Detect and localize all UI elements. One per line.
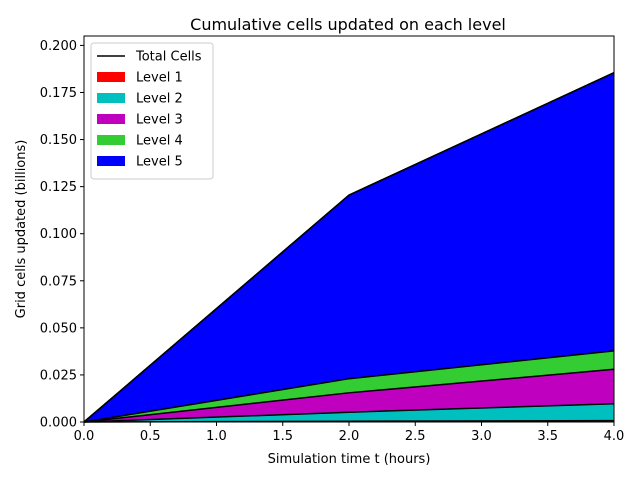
x-tick-label: 2.5 <box>405 429 426 444</box>
area-level-3 <box>84 369 614 422</box>
legend-swatch-level-2 <box>97 93 125 103</box>
chart-title: Cumulative cells updated on each level <box>190 15 506 34</box>
y-tick-label: 0.200 <box>40 39 77 54</box>
boundary-line-level-4 <box>83 350 615 423</box>
legend-swatch-level-3 <box>97 114 125 124</box>
x-tick-label: 0.0 <box>74 429 95 444</box>
y-axis: 0.000 0.025 0.050 0.075 0.100 0.125 0.150 0.175… <box>40 39 84 431</box>
y-tick-label: 0.050 <box>40 321 77 336</box>
x-tick-label: 1.5 <box>272 429 293 444</box>
area-level-4 <box>84 350 614 422</box>
legend-swatch-level-4 <box>97 135 125 145</box>
area-level-5 <box>84 72 614 422</box>
x-tick-label: 1.0 <box>206 429 227 444</box>
legend: Total Cells Level 1 Level 2 Level 3 Level 4 L… <box>90 42 214 180</box>
y-tick-label: 0.175 <box>40 86 77 101</box>
legend-swatch-level-1 <box>97 72 125 82</box>
legend-label-level-4: Level 4 <box>136 134 183 149</box>
x-axis-label: Simulation time t (hours) <box>268 452 431 467</box>
x-tick-label: 2.0 <box>339 429 360 444</box>
legend-label-level-2: Level 2 <box>136 92 183 107</box>
boundary-line-level-3 <box>83 368 615 423</box>
boundary-line-level-2 <box>83 402 615 423</box>
legend-label-total-cells: Total Cells <box>135 50 202 65</box>
y-tick-label: 0.125 <box>40 180 77 195</box>
boundary-lines <box>83 72 615 423</box>
y-tick-label: 0.100 <box>40 227 77 242</box>
x-tick-label: 4.0 <box>604 429 625 444</box>
total-cells-line <box>83 72 615 423</box>
x-axis: 0.0 0.5 1.0 1.5 2.0 2.5 3.0 3.5 4.0 <box>74 422 625 444</box>
legend-swatch-level-5 <box>97 156 125 166</box>
y-tick-label: 0.150 <box>40 133 77 148</box>
y-tick-label: 0.025 <box>40 368 77 383</box>
legend-label-level-3: Level 3 <box>136 113 183 128</box>
x-tick-label: 0.5 <box>140 429 161 444</box>
x-tick-label: 3.0 <box>471 429 492 444</box>
x-tick-label: 3.5 <box>537 429 558 444</box>
y-tick-label: 0.000 <box>40 416 77 431</box>
legend-label-level-1: Level 1 <box>136 71 183 86</box>
y-tick-label: 0.075 <box>40 274 77 289</box>
y-axis-label: Grid cells updated (billions) <box>14 140 29 319</box>
legend-label-level-5: Level 5 <box>136 155 183 170</box>
